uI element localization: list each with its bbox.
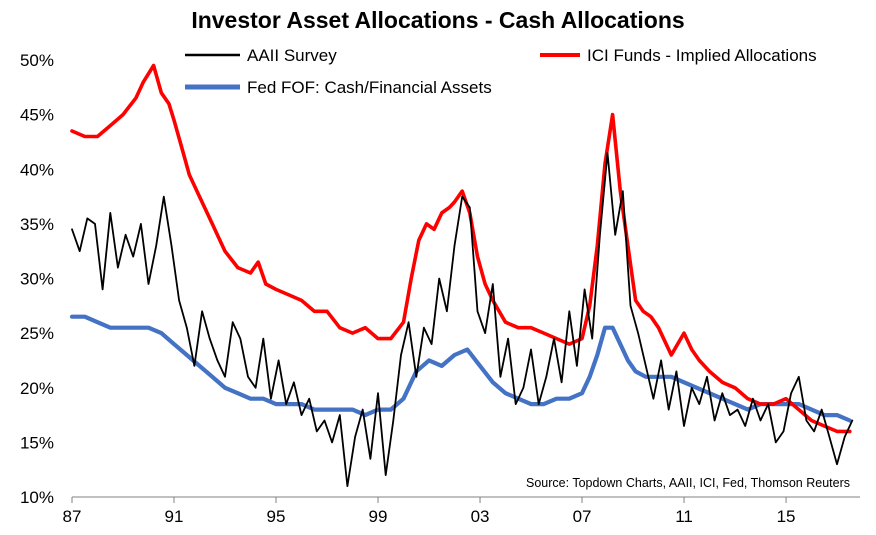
- y-tick-label: 40%: [20, 160, 54, 179]
- x-tick-label: 91: [165, 507, 184, 526]
- x-tick-label: 15: [777, 507, 796, 526]
- y-tick-label: 10%: [20, 488, 54, 507]
- x-tick-label: 99: [369, 507, 388, 526]
- series-line-fed: [69, 314, 852, 423]
- x-tick-label: 07: [573, 507, 592, 526]
- legend-label-aaii: AAII Survey: [247, 46, 337, 65]
- plot-area: [69, 63, 854, 488]
- chart-title: Investor Asset Allocations - Cash Alloca…: [191, 7, 684, 33]
- y-tick-label: 45%: [20, 106, 54, 125]
- x-tick-label: 03: [471, 507, 490, 526]
- x-tick-label: 11: [675, 507, 693, 526]
- legend-label-fed: Fed FOF: Cash/Financial Assets: [247, 78, 492, 97]
- y-tick-label: 35%: [20, 215, 54, 234]
- x-tick-label: 87: [63, 507, 82, 526]
- y-tick-label: 50%: [20, 51, 54, 70]
- y-tick-label: 25%: [20, 324, 54, 343]
- legend: AAII Survey ICI Funds - Implied Allocati…: [185, 46, 817, 97]
- y-tick-label: 30%: [20, 270, 54, 289]
- series-line-ici: [70, 63, 852, 434]
- y-tick-label: 20%: [20, 379, 54, 398]
- legend-label-ici: ICI Funds - Implied Allocations: [587, 46, 817, 65]
- x-axis: 87 91 95 99 03 07 11 15: [63, 496, 860, 526]
- series-line-aaii: [71, 151, 854, 488]
- x-tick-label: 95: [267, 507, 286, 526]
- source-note: Source: Topdown Charts, AAII, ICI, Fed, …: [526, 476, 850, 490]
- y-axis: 10% 15% 20% 25% 30% 35% 40% 45% 50%: [20, 51, 54, 507]
- y-tick-label: 15%: [20, 433, 54, 452]
